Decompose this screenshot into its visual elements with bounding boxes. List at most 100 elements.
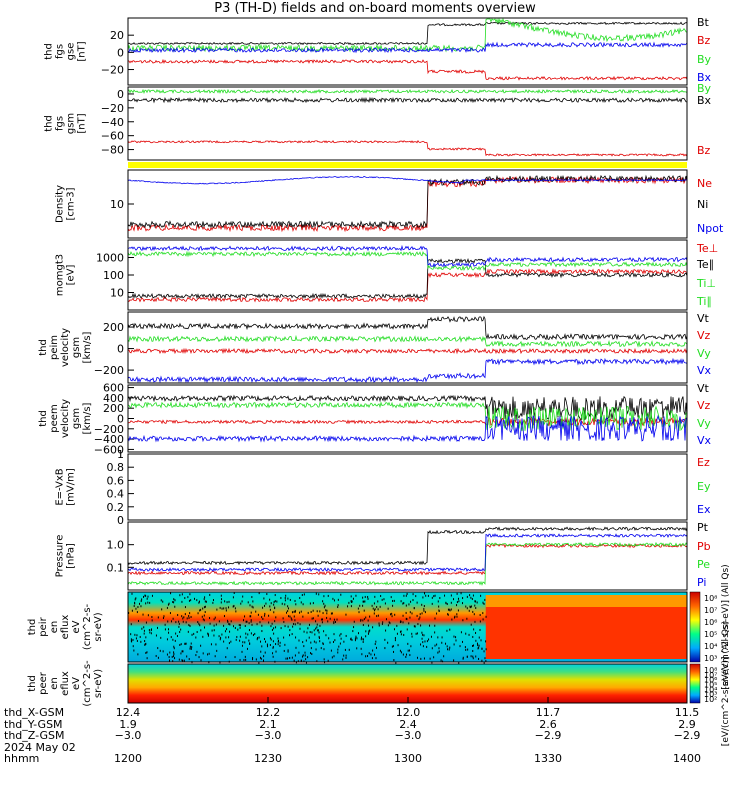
speckle xyxy=(131,640,133,643)
speckle xyxy=(224,630,226,633)
speckle xyxy=(128,611,130,614)
speckle xyxy=(339,634,341,637)
speckle xyxy=(211,629,213,632)
footer-row: hhmm 1200 1230 1300 1330 1400 xyxy=(4,753,701,765)
panel-6: thd peem velocity gsm [km/s] 6004002000−200−4… xyxy=(38,382,712,457)
footer-value: 2.1 xyxy=(259,717,277,731)
speckle xyxy=(453,643,455,646)
legend-label: Bx xyxy=(697,94,712,107)
speckle xyxy=(277,643,279,646)
speckle xyxy=(315,641,317,644)
speckle xyxy=(345,634,347,637)
speckle xyxy=(474,604,476,607)
speckle xyxy=(295,603,297,606)
colorbar-tick: 10⁷ xyxy=(704,606,717,615)
speckle xyxy=(459,645,461,648)
speckle xyxy=(216,608,218,611)
speckle xyxy=(472,635,474,638)
speckle xyxy=(456,613,458,616)
footer-value: −3.0 xyxy=(114,729,142,742)
speckle xyxy=(477,644,479,647)
speckle xyxy=(137,606,139,609)
speckle xyxy=(477,647,479,650)
speckle xyxy=(144,594,146,597)
speckle xyxy=(384,638,386,641)
speckle xyxy=(462,619,464,622)
speckle xyxy=(460,631,462,634)
speckle xyxy=(434,624,436,627)
legend-label: Ti∥ xyxy=(696,295,712,308)
speckle xyxy=(230,640,232,643)
trace xyxy=(127,140,688,157)
speckle xyxy=(257,613,259,616)
footer-row: thd_Z-GSM −3.0 −3.0 −3.0 −2.9 −2.9 xyxy=(4,730,700,742)
speckle xyxy=(287,607,289,610)
speckle xyxy=(269,637,271,640)
speckle xyxy=(163,615,165,618)
speckle xyxy=(149,631,151,634)
speckle xyxy=(214,616,216,619)
speckle xyxy=(139,635,141,638)
speckle xyxy=(199,609,201,612)
speckle xyxy=(363,609,365,612)
ylabel-line: gsm xyxy=(66,113,77,134)
speckle xyxy=(421,631,423,634)
speckle xyxy=(264,612,266,615)
speckle xyxy=(392,599,394,602)
legend-label: Ne xyxy=(697,177,712,190)
speckle xyxy=(434,644,436,647)
ylabel-line: [km/s] xyxy=(82,331,93,363)
ylabel-line: peer xyxy=(38,671,49,695)
speckle xyxy=(200,608,202,611)
speckle xyxy=(456,604,458,607)
speckle xyxy=(227,619,229,622)
speckle xyxy=(389,622,391,625)
ytick-label: −400 xyxy=(94,433,124,446)
speckle xyxy=(482,612,484,615)
speckle xyxy=(327,620,329,623)
speckle xyxy=(180,628,182,631)
speckle xyxy=(405,594,407,597)
speckle xyxy=(441,641,443,644)
speckle xyxy=(159,649,161,652)
speckle xyxy=(406,628,408,631)
speckle xyxy=(422,596,424,599)
speckle xyxy=(365,655,367,658)
footer-value: 11.7 xyxy=(535,706,561,719)
speckle xyxy=(261,616,263,619)
speckle xyxy=(252,657,254,660)
speckle xyxy=(337,648,339,651)
speckle xyxy=(280,627,282,630)
speckle xyxy=(385,618,387,621)
speckle xyxy=(359,604,361,607)
ylabel-line: momgt3 xyxy=(55,254,66,296)
speckle xyxy=(196,631,198,634)
speckle xyxy=(293,659,295,662)
footer-value: 1300 xyxy=(394,752,422,765)
speckle xyxy=(377,600,379,603)
speckle xyxy=(275,616,277,619)
speckle xyxy=(446,629,448,632)
speckle xyxy=(261,645,263,648)
speckle xyxy=(363,600,365,603)
speckle xyxy=(277,640,279,643)
legend-label: Vt xyxy=(697,382,710,395)
speckle xyxy=(362,624,364,627)
speckle xyxy=(472,649,474,652)
speckle xyxy=(416,656,418,659)
speckle xyxy=(130,623,132,626)
speckle xyxy=(466,595,468,598)
trace xyxy=(127,250,688,272)
speckle xyxy=(387,641,389,644)
speckle xyxy=(384,647,386,650)
speckle xyxy=(205,600,207,603)
speckle xyxy=(368,652,370,655)
speckle xyxy=(402,653,404,656)
speckle xyxy=(439,597,441,600)
speckle xyxy=(354,637,356,640)
trace xyxy=(127,315,688,341)
ytick-label: 0 xyxy=(117,514,124,527)
speckle xyxy=(430,635,432,638)
speckle xyxy=(423,609,425,612)
speckle xyxy=(223,640,225,643)
